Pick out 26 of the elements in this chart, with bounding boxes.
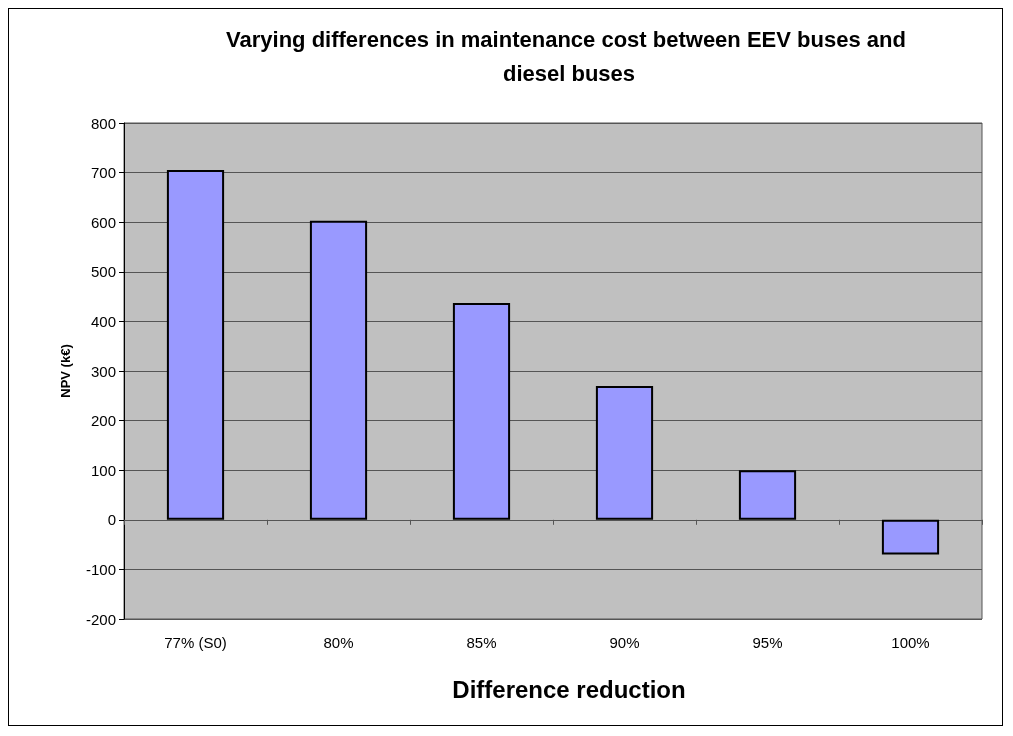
x-tick-label: 85%	[466, 634, 497, 651]
y-tick-label: 600	[90, 213, 116, 231]
bar	[166, 170, 225, 520]
bar	[881, 519, 940, 555]
x-tick-label: 80%	[323, 634, 354, 651]
y-tick-label: 800	[90, 114, 116, 132]
y-tick-label: -100	[85, 560, 116, 578]
x-tick-label: 100%	[891, 634, 930, 651]
y-tick-label: 500	[90, 263, 116, 281]
y-tick-label: 0	[107, 511, 116, 529]
bar	[452, 303, 511, 520]
bar	[309, 220, 368, 520]
y-tick-label: 700	[90, 164, 116, 182]
y-tick-label: 400	[90, 312, 116, 330]
x-tick-label: 90%	[609, 634, 640, 651]
y-tick-label: 100	[90, 461, 116, 479]
y-axis-title: NPV (k€)	[58, 344, 73, 398]
y-tick-label: 200	[90, 412, 116, 430]
y-tick-label: -200	[85, 610, 116, 628]
x-tick-label: 95%	[752, 634, 783, 651]
y-tick-label: 300	[90, 362, 116, 380]
x-axis-title: Difference reduction	[452, 675, 686, 703]
bar	[595, 385, 654, 520]
bar	[738, 470, 797, 520]
x-tick-label: 77% (S0)	[164, 634, 227, 651]
chart-title: Varying differences in maintenance cost between EEV buses and diesel buses	[226, 26, 912, 86]
